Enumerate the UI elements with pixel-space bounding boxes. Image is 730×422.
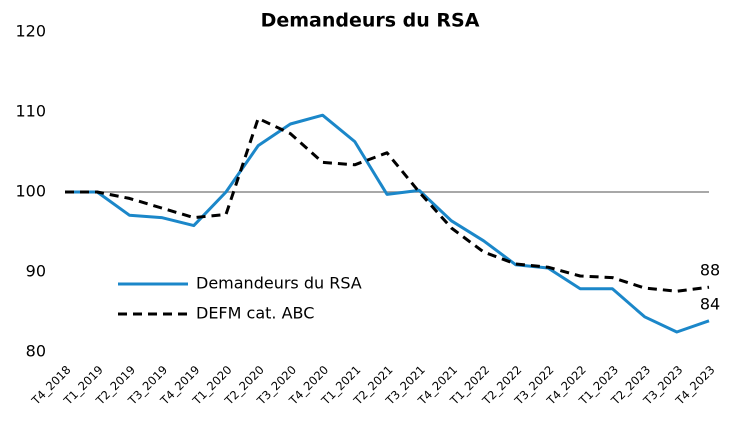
y-tick-label: 100 — [15, 182, 46, 201]
series-line — [65, 113, 710, 334]
y-tick-label: 110 — [15, 102, 46, 121]
series-line — [65, 116, 710, 293]
y-tick-label: 120 — [15, 22, 46, 41]
chart-title: Demandeurs du RSA — [261, 10, 480, 32]
value-label: 88 — [700, 261, 720, 280]
y-tick-label: 80 — [26, 342, 46, 361]
legend-label: Demandeurs du RSA — [196, 274, 362, 293]
value-label: 84 — [700, 294, 720, 313]
legend-label: DEFM cat. ABC — [196, 304, 314, 323]
y-tick-label: 90 — [26, 262, 46, 281]
